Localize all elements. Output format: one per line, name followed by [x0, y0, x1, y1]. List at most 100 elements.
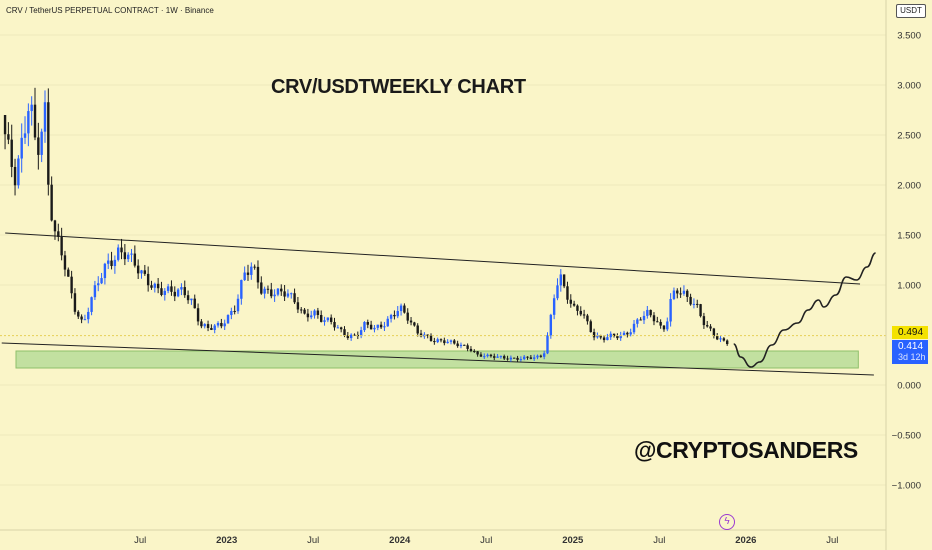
candle-body	[493, 356, 496, 358]
candle-body	[230, 310, 233, 316]
candle-body	[336, 327, 340, 329]
candle-body	[659, 321, 662, 326]
x-tick-label: Jul	[307, 535, 319, 546]
candle-body	[146, 273, 150, 286]
candle-body	[286, 293, 290, 297]
x-tick-label: 2026	[735, 535, 756, 546]
candle-body	[107, 260, 110, 264]
candle-body	[173, 291, 176, 297]
candle-body	[190, 298, 193, 301]
candle-body	[486, 354, 489, 357]
candle-body	[180, 287, 183, 290]
candle-body	[243, 272, 246, 281]
y-tick-label: 3.000	[897, 81, 921, 92]
candle-body	[50, 184, 53, 221]
candle-body	[30, 104, 33, 112]
candle-body	[379, 324, 383, 328]
y-tick-label: 1.000	[897, 281, 921, 292]
candle-body	[526, 356, 529, 358]
candle-body	[483, 356, 486, 358]
candle-body	[77, 311, 80, 317]
candle-body	[93, 285, 97, 298]
candle-body	[120, 247, 123, 253]
candle-body	[143, 270, 147, 274]
candle-body	[196, 308, 200, 322]
bolt-icon[interactable]: ϟ	[719, 514, 735, 530]
candle-body	[406, 312, 409, 321]
candle-body	[33, 104, 37, 138]
candle-body	[672, 290, 676, 299]
candle-body	[696, 303, 699, 305]
candle-body	[456, 343, 459, 347]
candle-body	[709, 326, 712, 329]
candle-body	[503, 356, 506, 359]
candle-body	[333, 321, 336, 328]
candle-body	[509, 357, 513, 360]
candle-body	[439, 339, 443, 341]
candle-body	[203, 324, 206, 327]
candle-body	[519, 359, 523, 361]
candle-body	[293, 293, 296, 303]
candle-body	[433, 340, 436, 343]
current-price-label: 0.494	[892, 326, 928, 339]
candle-body	[682, 290, 686, 294]
candle-body	[612, 333, 616, 336]
candle-body	[133, 253, 137, 266]
candle-body	[163, 290, 166, 295]
candle-body	[343, 329, 346, 336]
x-tick-label: Jul	[134, 535, 146, 546]
candle-body	[320, 315, 323, 322]
candle-body	[339, 327, 343, 330]
x-tick-label: 2024	[389, 535, 411, 546]
candle-body	[213, 325, 216, 330]
support-zone	[15, 350, 859, 369]
candle-body	[233, 310, 236, 312]
candle-body	[722, 338, 726, 341]
candle-body	[260, 282, 263, 294]
candle-body	[602, 337, 606, 341]
candle-body	[296, 302, 300, 310]
candle-body	[67, 269, 70, 277]
y-tick-label: −0.500	[892, 431, 921, 442]
candle-body	[183, 287, 186, 296]
candle-body	[719, 338, 722, 340]
candle-body	[123, 252, 127, 260]
candle-body	[552, 298, 556, 315]
candle-body	[692, 303, 696, 305]
candle-body	[549, 314, 553, 336]
currency-badge[interactable]: USDT	[896, 4, 926, 18]
candle-body	[47, 102, 50, 185]
candle-body	[7, 134, 10, 140]
candle-body	[117, 247, 120, 260]
y-tick-label: 3.500	[897, 31, 921, 42]
last-price-value: 0.414	[898, 341, 924, 352]
candle-body	[529, 357, 533, 359]
candle-body	[326, 317, 330, 321]
candle-body	[346, 335, 350, 339]
candle-body	[166, 286, 170, 291]
candle-body	[60, 236, 63, 256]
candle-body	[419, 333, 423, 337]
candle-body	[220, 322, 223, 327]
candle-body	[632, 323, 636, 333]
candle-body	[652, 315, 656, 322]
candle-body	[629, 332, 632, 335]
candle-body	[283, 291, 286, 297]
candle-body	[63, 255, 67, 270]
candle-body	[609, 333, 612, 338]
candle-body	[126, 254, 130, 260]
candle-body	[273, 294, 276, 297]
candle-body	[263, 288, 266, 294]
candle-body	[206, 324, 210, 328]
candle-body	[300, 309, 303, 311]
candle-body	[559, 274, 563, 286]
candle-body	[373, 327, 376, 330]
candle-body	[186, 295, 190, 301]
candle-body	[363, 322, 366, 331]
candle-body	[616, 335, 619, 339]
candle-body	[216, 322, 220, 326]
candle-body	[619, 335, 622, 339]
candle-body	[459, 344, 463, 347]
candle-body	[639, 319, 642, 321]
